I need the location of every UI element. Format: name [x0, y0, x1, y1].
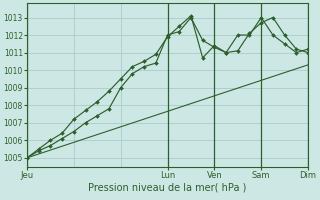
X-axis label: Pression niveau de la mer( hPa ): Pression niveau de la mer( hPa ) — [88, 183, 247, 193]
